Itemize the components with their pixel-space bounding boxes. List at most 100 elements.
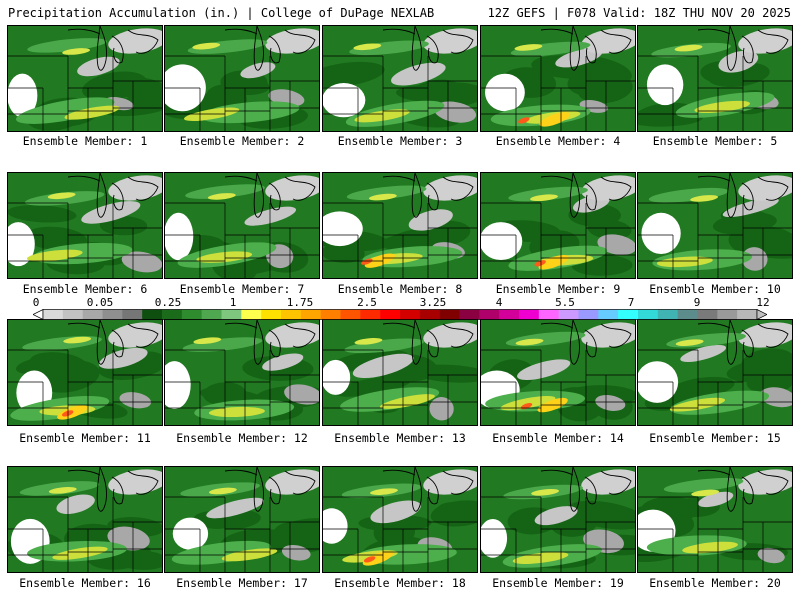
precip-band-north-core	[48, 487, 77, 494]
precip-band-north-core	[353, 43, 382, 51]
dry-area	[165, 212, 194, 261]
precip-band-south-core	[52, 546, 108, 560]
precip-band-south-core	[512, 551, 569, 564]
precip-band-north-core	[530, 194, 558, 202]
dry-area	[8, 222, 35, 267]
light-precip-area	[697, 491, 734, 508]
colorbar-swatch	[479, 309, 500, 320]
colorbar-swatch	[578, 309, 599, 320]
colorbar-tick-label: 1.75	[286, 296, 314, 309]
ensemble-member-caption: Ensemble Member: 19	[492, 576, 624, 590]
colorbar-swatch	[102, 309, 123, 320]
state-boundaries	[481, 202, 635, 278]
colorbar-swatch	[419, 309, 440, 320]
state-boundaries	[638, 349, 792, 425]
colorbar-swatch	[380, 309, 401, 320]
light-precip-area	[738, 175, 792, 201]
precip-band-south-core	[656, 256, 713, 268]
precip-band-south-core	[500, 395, 556, 411]
ensemble-member-caption: Ensemble Member: 14	[492, 431, 624, 445]
colorbar-tick-label: 1	[229, 296, 237, 309]
colorbar-swatch	[737, 309, 758, 320]
light-precip-area	[757, 547, 785, 564]
ensemble-member-map	[480, 25, 636, 132]
dry-area	[641, 212, 681, 255]
light-precip-area	[423, 322, 477, 348]
state-boundaries	[8, 496, 162, 572]
precip-band-north-core	[354, 338, 383, 345]
light-precip-area	[108, 322, 162, 348]
great-lakes-outline	[382, 173, 474, 218]
colorbar-tick-label: 0.25	[154, 296, 182, 309]
colorbar-swatch	[43, 309, 64, 320]
great-lakes-outline	[67, 467, 159, 512]
ensemble-member-caption: Ensemble Member: 12	[176, 431, 308, 445]
ensemble-member-map	[480, 172, 636, 279]
great-lakes-outline	[224, 173, 316, 218]
state-boundaries	[8, 349, 162, 425]
light-precip-area	[81, 201, 141, 224]
light-precip-area	[206, 497, 265, 519]
light-precip-area	[581, 28, 635, 54]
colorbar-swatch	[697, 309, 718, 320]
precip-band-north	[27, 38, 107, 53]
colorbar-max-arrow	[756, 309, 767, 320]
colorbar-swatch	[201, 309, 222, 320]
precip-band-north	[344, 338, 424, 354]
run-valid-time: 12Z GEFS | F078 Valid: 18Z THU NOV 20 20…	[487, 6, 791, 20]
state-boundaries	[8, 202, 162, 278]
light-precip-area	[423, 175, 477, 201]
light-precip-area	[581, 175, 635, 201]
colorbar-tick-label: 12	[756, 296, 770, 309]
ensemble-member-caption: Ensemble Member: 2	[179, 134, 305, 148]
ensemble-member-caption: Ensemble Member: 5	[652, 134, 778, 148]
precip-band-north-core	[368, 193, 397, 201]
precip-band-north-core	[514, 44, 543, 51]
colorbar-tick-label: 4	[495, 296, 503, 309]
state-boundaries	[638, 202, 792, 278]
colorbar-swatch	[717, 309, 738, 320]
precip-band-north-core	[531, 488, 560, 496]
precip-band-north-core	[208, 487, 237, 495]
light-precip-area	[265, 28, 319, 54]
state-boundaries	[323, 55, 477, 131]
light-precip-area	[56, 494, 95, 514]
heavy-precip-core	[362, 551, 394, 566]
precip-band-north	[187, 39, 268, 54]
light-precip-area	[517, 359, 571, 381]
precip-band-north-core	[62, 48, 91, 55]
precip-band-north-core	[207, 193, 236, 200]
great-lakes-outline	[540, 26, 632, 71]
colorbar-swatch	[657, 309, 678, 320]
ensemble-member-map	[7, 466, 163, 573]
light-precip-area	[423, 469, 477, 495]
light-precip-area	[108, 469, 162, 495]
ensemble-member-caption: Ensemble Member: 9	[495, 282, 621, 296]
precip-shade	[82, 71, 147, 101]
great-lakes-outline	[697, 467, 789, 512]
precip-shade	[577, 74, 633, 104]
precip-shade	[380, 231, 450, 251]
light-precip-area	[434, 101, 477, 123]
colorbar-swatch	[618, 309, 639, 320]
dry-area	[165, 361, 191, 409]
dry-area	[485, 73, 525, 112]
dry-area	[646, 64, 684, 106]
precip-band-north-core	[675, 339, 704, 346]
great-lakes-outline	[540, 467, 632, 512]
colorbar-swatch	[360, 309, 381, 320]
light-precip-area	[534, 506, 578, 526]
ensemble-member-map	[164, 172, 320, 279]
precip-band-north-core	[515, 338, 544, 346]
ensemble-member-map	[322, 172, 478, 279]
colorbar-swatch	[181, 309, 202, 320]
light-precip-area	[265, 175, 319, 201]
great-lakes-outline	[67, 320, 159, 365]
colorbar-swatch	[241, 309, 262, 320]
colorbar-swatch	[300, 309, 321, 320]
dry-area	[323, 211, 363, 247]
light-precip-area	[408, 209, 453, 231]
colorbar-tick-label: 5.5	[555, 296, 575, 309]
light-precip-area	[722, 198, 779, 218]
ensemble-member-caption: Ensemble Member: 11	[19, 431, 151, 445]
